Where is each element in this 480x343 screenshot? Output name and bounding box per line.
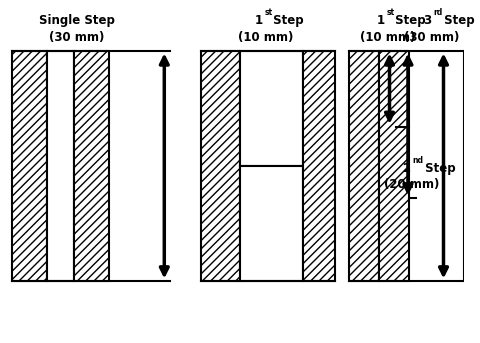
Text: 1: 1 xyxy=(376,14,384,27)
Bar xyxy=(348,50,378,281)
Text: Single Step: Single Step xyxy=(38,14,114,27)
Text: 2: 2 xyxy=(401,162,409,175)
Text: Step: Step xyxy=(391,14,425,27)
Text: st: st xyxy=(386,8,394,17)
Text: (10 mm): (10 mm) xyxy=(238,31,293,44)
Bar xyxy=(240,50,302,166)
Text: Step: Step xyxy=(268,14,303,27)
Bar xyxy=(12,50,47,281)
Text: 1: 1 xyxy=(254,14,262,27)
Bar xyxy=(201,50,240,281)
Text: Step: Step xyxy=(439,14,474,27)
Text: Step: Step xyxy=(420,162,455,175)
Text: rd: rd xyxy=(432,8,441,17)
Text: (10 mm): (10 mm) xyxy=(360,31,415,44)
Bar xyxy=(240,166,302,281)
Text: (30 mm): (30 mm) xyxy=(49,31,104,44)
Bar xyxy=(74,50,108,281)
Text: (30 mm): (30 mm) xyxy=(403,31,459,44)
Bar xyxy=(302,50,335,281)
Text: st: st xyxy=(264,8,272,17)
Bar xyxy=(378,50,408,281)
Text: (20 mm): (20 mm) xyxy=(383,178,438,191)
Text: 3: 3 xyxy=(422,14,430,27)
Text: nd: nd xyxy=(411,156,422,165)
Bar xyxy=(47,50,74,281)
